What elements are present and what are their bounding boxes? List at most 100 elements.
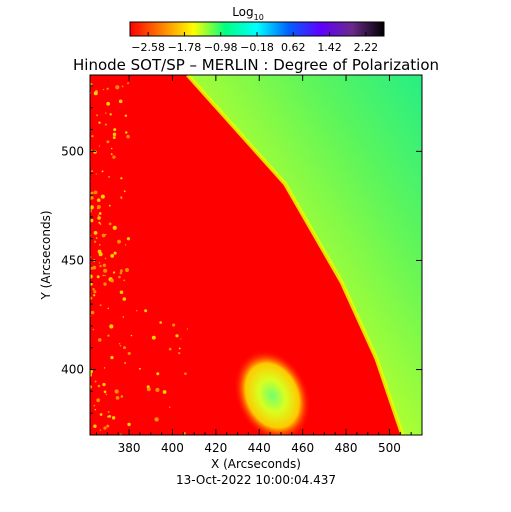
speckle bbox=[124, 114, 128, 117]
speckle bbox=[109, 324, 114, 329]
speckle bbox=[93, 190, 98, 195]
speckle bbox=[154, 417, 159, 422]
colorbar-title-subscript: 10 bbox=[254, 13, 264, 22]
colorbar-tick-label: 2.22 bbox=[354, 41, 379, 54]
speckle bbox=[112, 136, 116, 140]
colorbar-ticks: −2.58 −1.78 −0.98 −0.18 0.62 1.42 2.22 bbox=[131, 32, 378, 54]
speckle bbox=[120, 395, 124, 398]
speckle bbox=[99, 429, 102, 431]
speckle bbox=[113, 251, 117, 255]
speckle bbox=[96, 275, 100, 279]
speckle bbox=[92, 288, 95, 291]
speckle bbox=[90, 191, 94, 195]
speckle bbox=[103, 268, 108, 273]
speckle bbox=[127, 351, 131, 355]
speckle bbox=[110, 253, 115, 258]
speckle bbox=[124, 131, 128, 134]
y-tick-label: 500 bbox=[61, 144, 84, 158]
speckle bbox=[100, 194, 105, 199]
colorbar-title: Log10 bbox=[232, 5, 264, 22]
speckle bbox=[169, 406, 171, 408]
speckle bbox=[120, 177, 123, 180]
speckle bbox=[135, 310, 138, 312]
speckle bbox=[106, 424, 110, 428]
speckle bbox=[98, 121, 101, 124]
x-tick-label: 440 bbox=[248, 441, 271, 455]
speckle bbox=[95, 237, 98, 239]
y-tick-label: 450 bbox=[61, 253, 84, 267]
speckle bbox=[107, 334, 110, 337]
speckle bbox=[159, 321, 162, 324]
speckle bbox=[127, 422, 131, 427]
speckle bbox=[110, 355, 114, 360]
speckle bbox=[99, 244, 101, 246]
speckle bbox=[90, 209, 93, 212]
speckle bbox=[124, 244, 127, 246]
speckle bbox=[98, 145, 101, 147]
speckle bbox=[107, 415, 110, 418]
speckle bbox=[94, 408, 97, 411]
speckle bbox=[105, 112, 107, 114]
x-tick-label: 420 bbox=[204, 441, 227, 455]
speckle bbox=[104, 257, 107, 260]
speckle bbox=[97, 216, 101, 220]
speckle bbox=[107, 410, 110, 413]
speckle bbox=[112, 132, 117, 137]
polarization-map bbox=[90, 75, 422, 435]
speckle bbox=[96, 398, 101, 403]
speckle bbox=[99, 413, 103, 416]
speckle bbox=[93, 424, 97, 428]
x-tick-label: 380 bbox=[118, 441, 141, 455]
speckle bbox=[168, 347, 172, 351]
speckle bbox=[90, 282, 93, 286]
colorbar-tick-label: 0.62 bbox=[281, 41, 306, 54]
speckle bbox=[107, 307, 109, 310]
speckle bbox=[106, 101, 111, 106]
speckle bbox=[101, 170, 104, 173]
speckle bbox=[93, 404, 96, 407]
speckle bbox=[184, 372, 187, 375]
speckle bbox=[156, 372, 160, 376]
speckle bbox=[144, 309, 148, 313]
speckle bbox=[118, 342, 121, 345]
speckle bbox=[119, 290, 124, 294]
speckle bbox=[112, 155, 116, 159]
speckle bbox=[102, 263, 107, 267]
speckle bbox=[93, 91, 98, 96]
speckle bbox=[178, 351, 181, 355]
speckle bbox=[104, 233, 107, 236]
speckle bbox=[186, 328, 189, 330]
speckle bbox=[108, 204, 111, 207]
colorbar-tick-label: −0.18 bbox=[240, 41, 274, 54]
speckle bbox=[114, 389, 119, 394]
speckle bbox=[146, 385, 150, 389]
speckle bbox=[123, 279, 126, 282]
speckle bbox=[98, 212, 102, 215]
speckle bbox=[111, 416, 116, 420]
speckle bbox=[90, 196, 94, 200]
speckle bbox=[103, 390, 107, 394]
speckle bbox=[126, 237, 131, 241]
speckle bbox=[118, 275, 121, 279]
speckle bbox=[125, 267, 130, 272]
speckle bbox=[108, 222, 112, 226]
x-tick-label: 400 bbox=[161, 441, 184, 455]
speckle bbox=[120, 197, 123, 200]
speckle bbox=[122, 316, 125, 318]
speckle bbox=[105, 393, 108, 396]
speckle bbox=[123, 190, 126, 193]
speckle bbox=[106, 87, 109, 90]
speckle bbox=[113, 128, 117, 132]
speckle bbox=[99, 304, 102, 307]
speckle bbox=[99, 223, 102, 225]
speckle bbox=[112, 225, 117, 230]
speckle bbox=[96, 198, 101, 202]
colorbar-tick-label: −1.78 bbox=[168, 41, 202, 54]
speckle bbox=[115, 85, 120, 90]
x-axis-label: X (Arcseconds) bbox=[211, 457, 301, 471]
speckle bbox=[122, 297, 127, 301]
speckle bbox=[119, 345, 122, 347]
speckle bbox=[90, 149, 93, 152]
speckle bbox=[102, 88, 105, 91]
